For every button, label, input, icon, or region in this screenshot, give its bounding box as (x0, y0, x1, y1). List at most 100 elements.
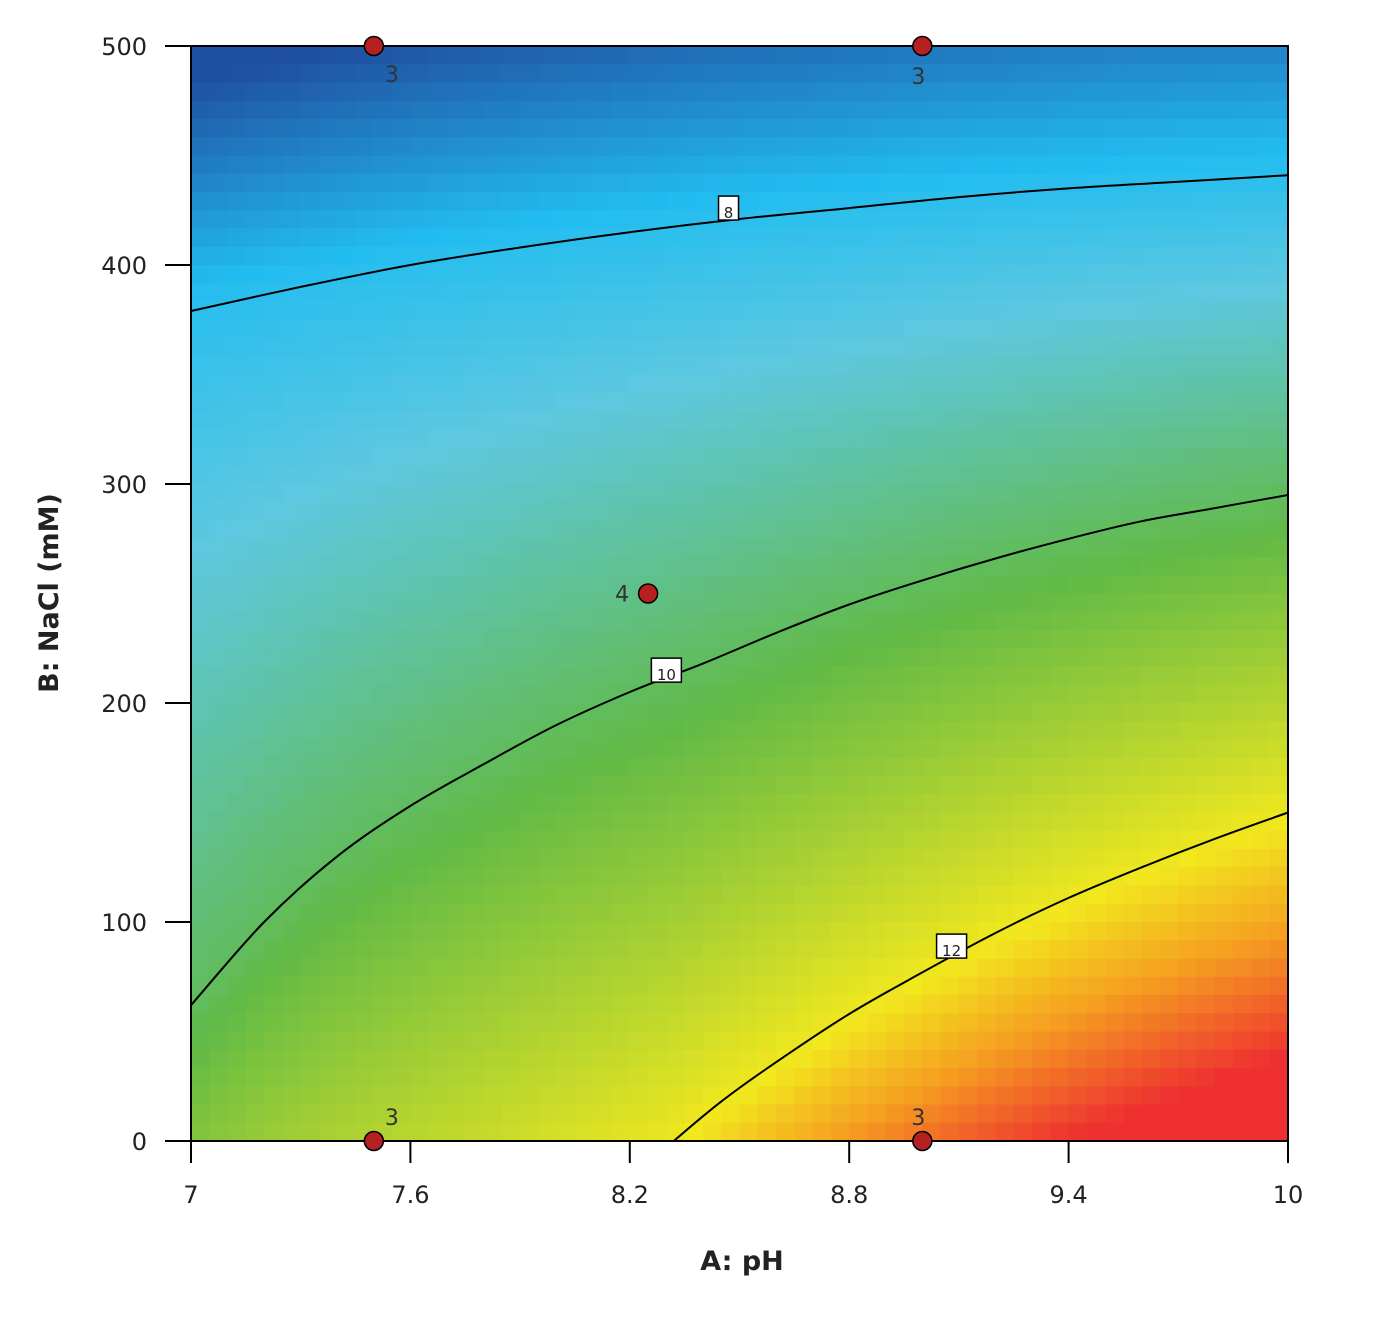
heat-cell (867, 830, 887, 850)
heat-cell (1032, 447, 1052, 467)
heat-cell (1160, 155, 1179, 175)
heat-cell (1068, 411, 1088, 430)
heat-cell (1160, 1031, 1179, 1051)
heat-cell (867, 82, 887, 102)
heat-cell (1160, 82, 1179, 102)
heat-cell (885, 958, 905, 978)
heat-cell (556, 100, 576, 120)
heat-cell (1068, 830, 1088, 850)
heat-cell (556, 995, 576, 1014)
heat-cell (940, 703, 960, 722)
heat-cell (849, 885, 869, 905)
heat-cell (1269, 611, 1288, 631)
heat-cell (1196, 265, 1216, 284)
heat-cell (465, 228, 485, 248)
heat-cell (392, 593, 412, 613)
heat-cell (648, 922, 668, 941)
heat-cell (977, 794, 997, 814)
heat-cell (1269, 301, 1288, 321)
heat-cell (245, 1031, 265, 1051)
heat-cell (1178, 356, 1198, 376)
heat-cell (995, 447, 1015, 467)
heat-cell (446, 155, 466, 175)
y-tick-label: 0 (132, 1128, 147, 1156)
heat-cell (849, 666, 869, 686)
heat-cell (666, 557, 686, 576)
heat-cell (227, 684, 247, 704)
heat-cell (446, 265, 466, 284)
heat-cell (1032, 593, 1052, 613)
heat-cell (593, 411, 613, 430)
heat-cell (373, 356, 393, 376)
heat-cell (300, 867, 320, 887)
heat-cell (282, 976, 302, 996)
heat-cell (1233, 703, 1253, 722)
heat-cell (1050, 502, 1070, 522)
heat-cell (1196, 903, 1216, 923)
heat-cell (410, 356, 430, 376)
heat-cell (739, 137, 759, 157)
heat-cell (794, 356, 814, 376)
heat-cell (556, 155, 576, 175)
heat-cell (501, 137, 521, 157)
heat-cell (629, 338, 649, 357)
heat-cell (428, 1104, 448, 1124)
heat-cell (1214, 1049, 1234, 1069)
heat-cell (995, 301, 1015, 321)
heat-cell (1123, 776, 1143, 795)
heat-cell (1251, 648, 1271, 668)
heat-cell (611, 958, 631, 978)
heat-cell (648, 484, 668, 503)
heat-cell (392, 1031, 412, 1051)
heat-cell (574, 82, 594, 102)
heat-cell (428, 575, 448, 595)
heat-cell (885, 776, 905, 795)
heat-cell (392, 228, 412, 248)
heat-cell (885, 319, 905, 339)
heat-cell (721, 411, 741, 430)
heat-cell (849, 867, 869, 887)
heat-cell (556, 812, 576, 832)
heat-cell (702, 976, 722, 996)
heat-cell (1123, 757, 1143, 777)
heat-cell (867, 392, 887, 412)
heat-cell (940, 301, 960, 321)
heat-cell (1123, 611, 1143, 631)
heat-cell (867, 593, 887, 613)
heat-cell (757, 46, 777, 65)
heat-cell (355, 502, 375, 522)
heat-cell (1160, 338, 1179, 357)
heat-cell (593, 265, 613, 284)
heat-cell (1013, 922, 1033, 941)
heat-cell (1123, 82, 1143, 102)
heat-cell (867, 940, 887, 960)
heat-cell (282, 1013, 302, 1033)
heat-cell (666, 1049, 686, 1069)
heat-cell (684, 520, 704, 540)
heat-cell (684, 849, 704, 868)
heat-cell (538, 903, 558, 923)
heat-cell (574, 830, 594, 850)
heat-cell (520, 611, 540, 631)
heat-cell (556, 429, 576, 449)
heat-cell (1013, 1013, 1033, 1033)
heat-cell (1178, 137, 1198, 157)
heat-cell (446, 557, 466, 576)
heat-cell (593, 520, 613, 540)
heat-cell (410, 1068, 430, 1087)
heat-cell (191, 46, 210, 65)
heat-cell (885, 1031, 905, 1051)
heat-cell (574, 557, 594, 576)
heat-cell (373, 338, 393, 357)
heat-cell (958, 630, 978, 649)
heat-cell (977, 246, 997, 266)
heat-cell (776, 465, 796, 485)
heat-cell (392, 958, 412, 978)
heat-cell (191, 173, 210, 193)
heat-cell (702, 630, 722, 649)
heat-cell (1269, 721, 1288, 741)
heat-cell (556, 1122, 576, 1141)
heat-cell (904, 1049, 924, 1069)
heat-cell (885, 538, 905, 558)
heat-cell (830, 155, 850, 175)
